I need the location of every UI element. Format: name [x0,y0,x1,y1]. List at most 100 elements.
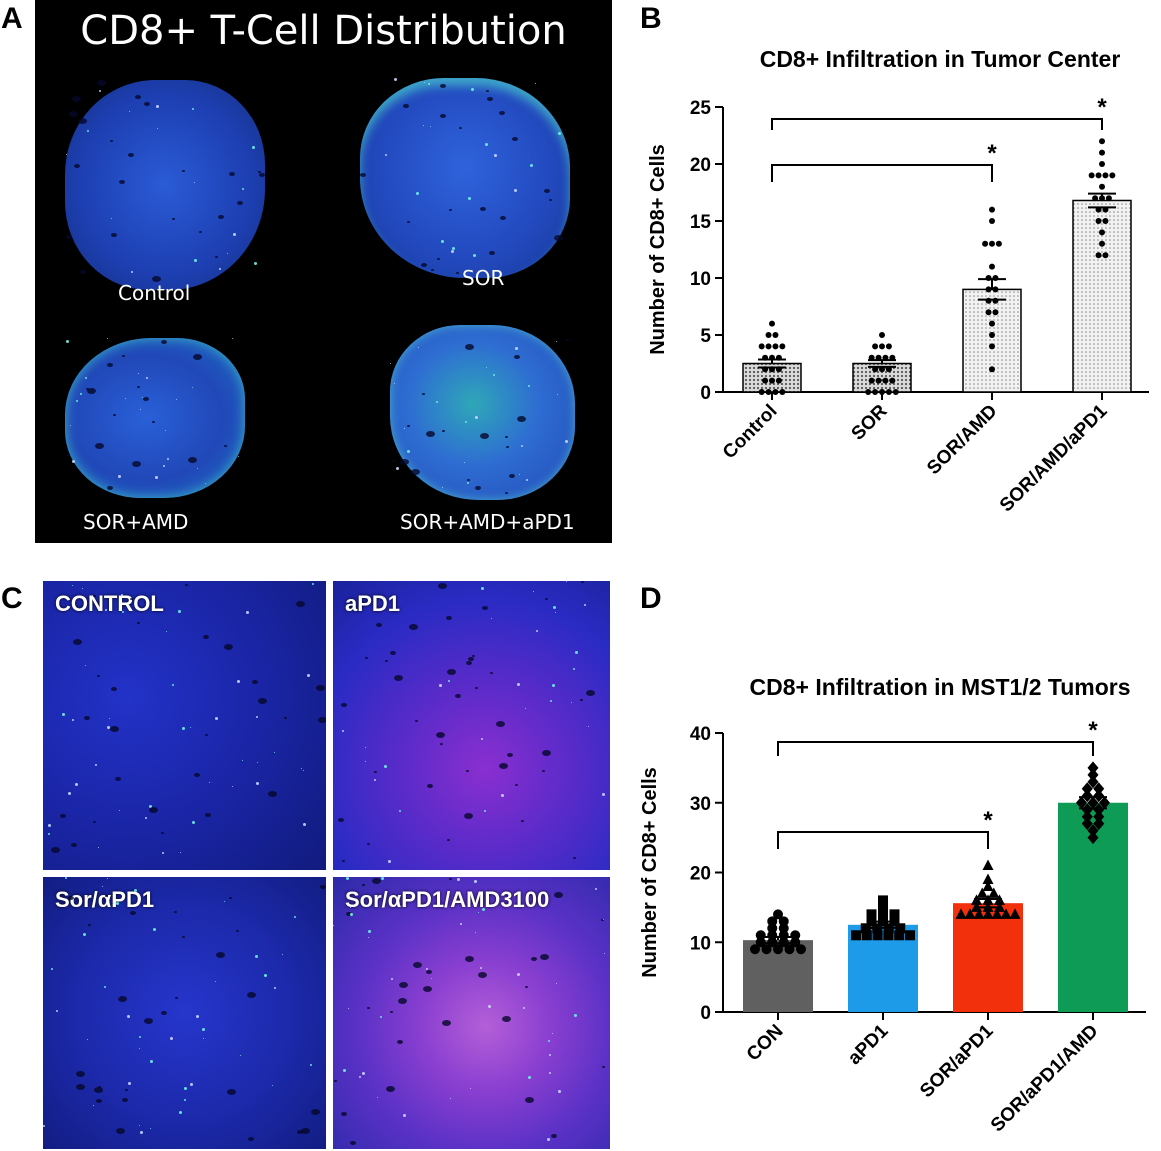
speckle [525,986,528,988]
y-axis-label: Number of CD8+ Cells [647,144,669,355]
data-point [883,923,894,934]
speckle [459,127,462,129]
speckle [51,847,60,853]
x-tick-label: CON [743,1021,788,1066]
speckle [451,250,454,253]
significance-star: * [987,140,997,167]
speckle [342,860,345,862]
speckle [447,669,456,675]
speckle [192,108,194,110]
speckle [118,996,127,1002]
speckle [368,930,371,933]
data-point [885,366,892,373]
speckle [190,1083,193,1086]
data-point [992,275,999,281]
panel-a-title: CD8+ T-Cell Distribution [80,8,567,54]
speckle [548,1040,550,1042]
speckle [149,805,152,808]
speckle [149,807,158,813]
speckle [526,479,528,481]
speckle [573,857,576,859]
data-point [762,366,769,373]
data-point [779,389,786,395]
speckle [450,1098,451,1099]
speckle [76,1071,85,1077]
data-point [989,320,995,327]
speckle [82,588,83,589]
speckle [426,970,432,974]
speckle [554,892,563,898]
speckle [197,468,198,469]
speckle [360,173,366,177]
tissue-sor-amd-apd1 [390,325,575,500]
data-point [775,354,782,361]
speckle [411,469,420,475]
speckle [205,813,211,817]
speckle [132,461,141,467]
speckle [172,218,175,220]
speckle [178,610,181,613]
speckle [346,877,349,880]
data-point [982,901,994,912]
speckle [162,852,164,854]
speckle [341,1112,347,1116]
data-point [1102,172,1109,179]
speckle [227,1089,236,1095]
y-tick-label: 15 [690,212,712,233]
x-tick-label: SOR/aPD1/AMD [987,1021,1103,1137]
speckle [84,716,90,720]
data-point [761,944,772,955]
speckle [341,703,347,707]
speckle [403,104,409,108]
speckle [152,276,161,282]
speckle [478,912,479,913]
speckle [119,180,125,184]
speckle [431,978,432,979]
significance-star: * [1097,94,1107,121]
data-point [989,343,995,350]
speckle [150,1060,153,1063]
speckle [138,373,139,374]
speckle [62,713,65,716]
speckle [284,717,287,719]
speckle [125,398,126,399]
data-point [892,389,899,395]
speckle [342,730,344,732]
data-point [989,332,995,338]
data-point [1076,796,1087,810]
data-point [985,275,992,281]
speckle [118,475,121,478]
speckle [385,660,388,662]
speckle [246,611,249,614]
speckle [367,1007,370,1009]
speckle [98,847,99,848]
speckle [316,685,325,691]
speckle [66,154,67,155]
x-tick-label: SOR/AMD [923,401,1001,479]
bar [953,903,1023,1012]
data-point [765,343,772,350]
data-point [1000,908,1012,919]
data-point [1081,803,1093,817]
speckle [203,1038,204,1039]
speckle [78,118,87,124]
data-point [994,894,1005,905]
significance-star: * [1088,717,1098,744]
speckle [68,792,71,795]
speckle [333,925,334,926]
speckle [74,164,80,168]
speckle [128,1082,131,1085]
speckle [110,726,119,732]
speckle [113,903,114,904]
speckle [602,793,605,796]
speckle [575,651,578,654]
significance-star: * [983,807,993,834]
speckle [484,810,486,812]
speckle [547,1138,550,1141]
speckle [73,639,82,645]
speckle [399,810,401,812]
speckle [157,128,158,129]
speckle [252,680,258,684]
speckle [481,738,483,740]
speckle [500,216,506,220]
